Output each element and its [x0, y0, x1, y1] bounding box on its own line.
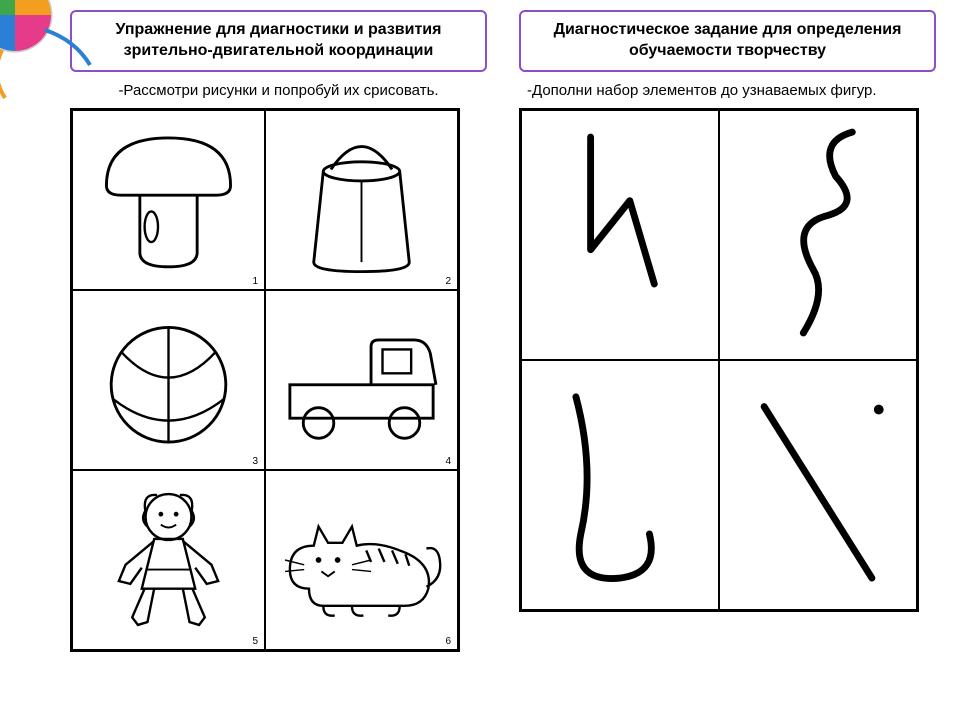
cell-bucket: 2 [265, 110, 458, 290]
left-title-card: Упражнение для диагностики и развития зр… [70, 10, 487, 72]
cell-truck: 4 [265, 290, 458, 470]
cell-number: 5 [252, 636, 258, 647]
cat-icon [266, 471, 457, 649]
right-title-card: Диагностическое задание для определения … [519, 10, 936, 72]
doll-icon [73, 471, 264, 649]
cell-squiggle-zig [521, 110, 719, 360]
truck-icon [266, 291, 457, 469]
bucket-icon [266, 111, 457, 289]
cell-ball: 3 [72, 290, 265, 470]
squiggle-s-icon [720, 111, 916, 359]
corner-decoration [0, 0, 100, 100]
cell-squiggle-line [719, 360, 917, 610]
mushroom-icon [73, 111, 264, 289]
cell-squiggle-hook [521, 360, 719, 610]
cell-number: 4 [445, 456, 451, 467]
cell-number: 3 [252, 456, 258, 467]
right-instruction: -Дополни набор элементов до узнаваемых ф… [527, 82, 928, 101]
left-column: Упражнение для диагностики и развития зр… [70, 10, 487, 652]
cell-mushroom: 1 [72, 110, 265, 290]
cell-number: 6 [445, 636, 451, 647]
cell-number: 2 [445, 276, 451, 287]
squiggle-line-icon [720, 361, 916, 609]
cell-cat: 6 [265, 470, 458, 650]
right-drawing-grid [519, 108, 919, 612]
cell-squiggle-s [719, 110, 917, 360]
right-title: Диагностическое задание для определения … [533, 20, 922, 62]
cell-doll: 5 [72, 470, 265, 650]
left-title: Упражнение для диагностики и развития зр… [84, 20, 473, 62]
ball-icon [73, 291, 264, 469]
left-drawing-grid: 1 2 3 [70, 108, 460, 652]
left-instruction: -Рассмотри рисунки и попробуй их срисова… [78, 82, 479, 101]
right-column: Диагностическое задание для определения … [519, 10, 936, 652]
squiggle-zig-icon [522, 111, 718, 359]
cell-number: 1 [252, 276, 258, 287]
squiggle-hook-icon [522, 361, 718, 609]
